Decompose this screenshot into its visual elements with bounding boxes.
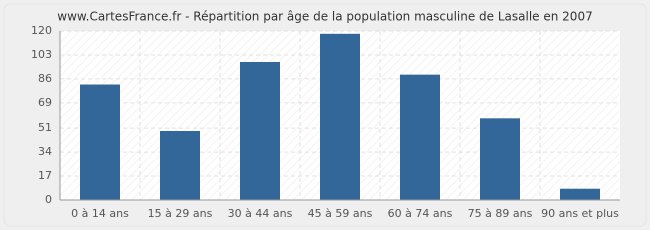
y-tick-label: 69	[38, 96, 52, 109]
y-tick-label: 51	[38, 121, 52, 134]
bar	[480, 118, 520, 200]
y-tick-label: 34	[38, 145, 52, 158]
bar	[80, 84, 120, 200]
x-tick-label: 90 ans et plus	[541, 207, 619, 220]
bar	[160, 130, 200, 200]
y-tick-label: 120	[31, 24, 52, 37]
chart-title: www.CartesFrance.fr - Répartition par âg…	[57, 10, 592, 24]
x-tick-label: 30 à 44 ans	[228, 207, 293, 220]
bar	[560, 188, 600, 200]
bar	[240, 61, 280, 200]
y-tick-label: 103	[31, 48, 52, 61]
x-tick-label: 15 à 29 ans	[148, 207, 213, 220]
bar	[320, 33, 360, 200]
x-tick-label: 60 à 74 ans	[388, 207, 453, 220]
chart: www.CartesFrance.fr - Répartition par âg…	[0, 0, 650, 230]
y-tick-label: 0	[45, 193, 52, 206]
x-tick-label: 45 à 59 ans	[308, 207, 373, 220]
x-tick-label: 0 à 14 ans	[71, 207, 129, 220]
page: {"chart_data": {"type": "bar", "title": …	[0, 0, 650, 230]
bar	[400, 74, 440, 200]
x-tick-label: 75 à 89 ans	[468, 207, 533, 220]
y-tick-label: 17	[38, 169, 52, 182]
y-tick-label: 86	[38, 72, 52, 85]
